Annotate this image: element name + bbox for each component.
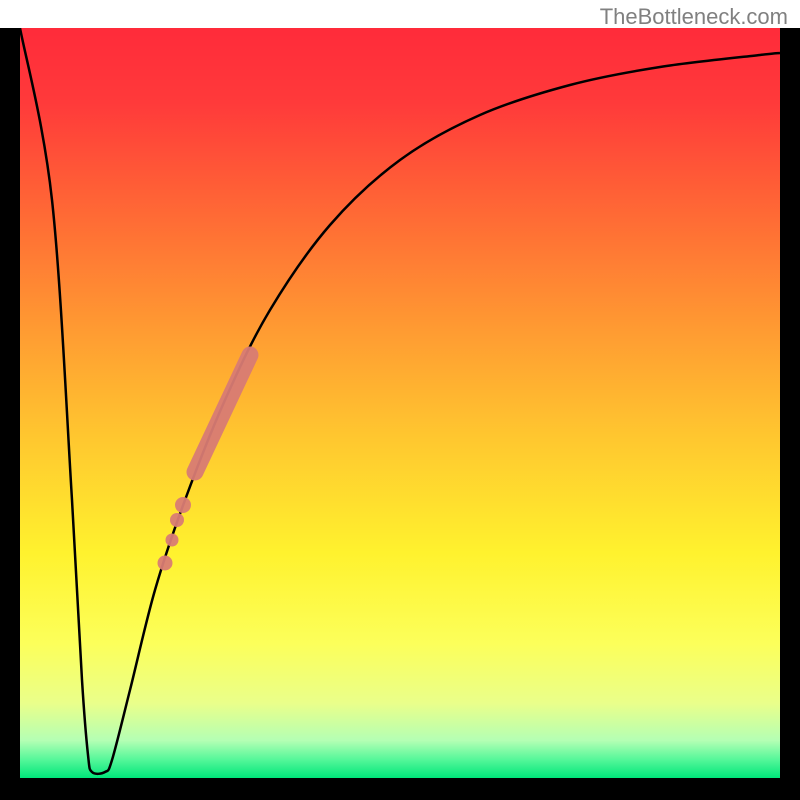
watermark-text: TheBottleneck.com <box>600 4 788 30</box>
marker-dot <box>166 534 179 547</box>
marker-dot <box>158 556 173 571</box>
marker-dot <box>170 513 184 527</box>
chart-container: TheBottleneck.com <box>0 0 800 800</box>
gradient-background <box>20 28 780 778</box>
marker-dot <box>175 497 191 513</box>
bottleneck-chart <box>0 0 800 800</box>
